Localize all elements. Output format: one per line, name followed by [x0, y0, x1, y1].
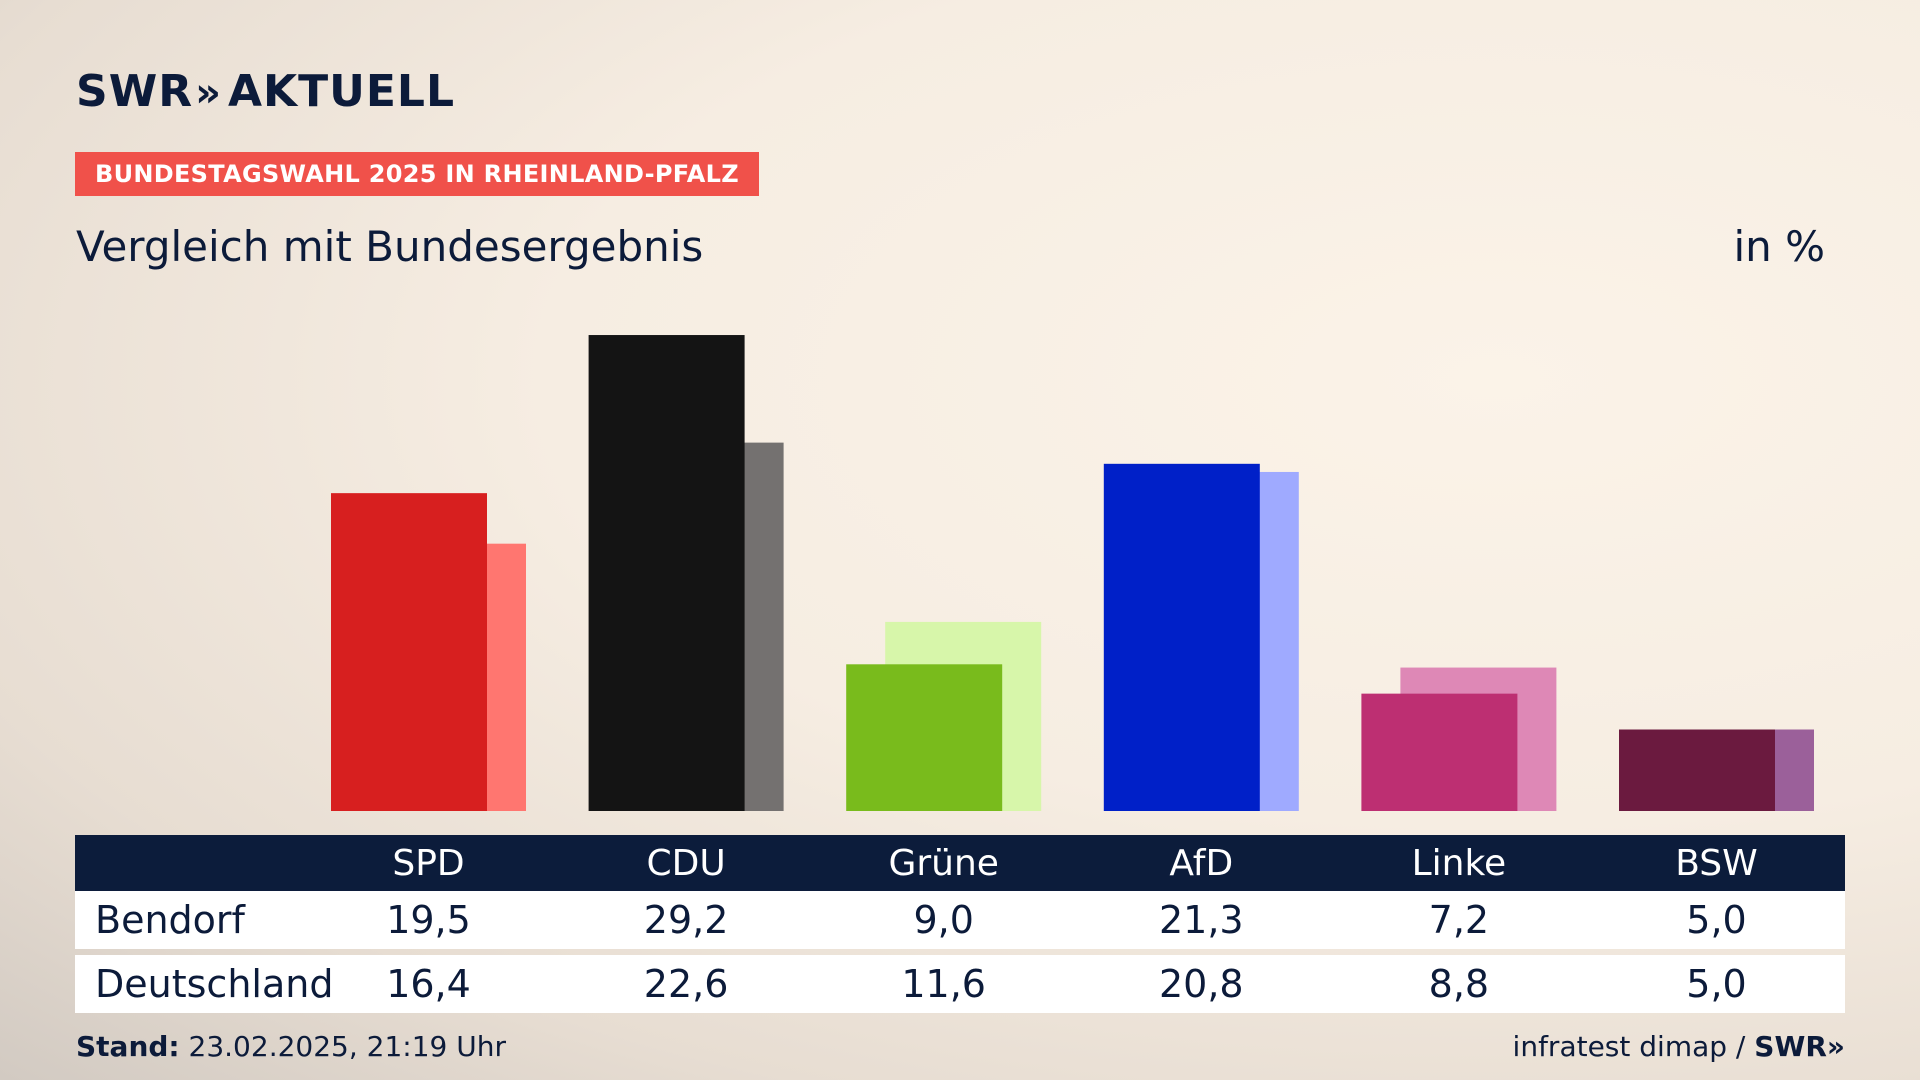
row-label: Deutschland: [95, 962, 334, 1006]
stand-label: Stand:: [76, 1030, 180, 1063]
logo-text: SWR: [76, 66, 194, 117]
value-bendorf-bsw: 5,0: [1686, 898, 1747, 942]
column-header-spd: SPD: [392, 842, 465, 884]
timestamp: Stand: 23.02.2025, 21:19 Uhr: [76, 1030, 506, 1063]
swr-aktuell-logo: SWR» AKTUELL: [76, 66, 455, 117]
chevron-right-icon: »: [1826, 1030, 1845, 1063]
column-header-afd: AfD: [1169, 842, 1234, 884]
value-deutschland-cdu: 22,6: [643, 962, 729, 1006]
unit-label: in %: [1733, 222, 1825, 271]
value-bendorf-afd: 21,3: [1158, 898, 1244, 942]
bar-bendorf-afd: [1103, 463, 1260, 811]
bar-chart: [331, 335, 1814, 811]
results-table: SPD CDU Grüne AfD Linke BSW Bendorf 19,5 29,2 9…: [75, 835, 1845, 1013]
table-row: Bendorf 19,5 29,2 9,0 21,3 7,2 5,0: [75, 891, 1845, 949]
bar-bendorf-cdu: [588, 335, 745, 811]
column-header-gruene: Grüne: [888, 842, 999, 884]
bar-bendorf-linke: [1361, 693, 1518, 811]
bar-bendorf-bsw: [1619, 729, 1775, 811]
source-credit: infratest dimap / SWR»: [1513, 1030, 1845, 1063]
table-row: Deutschland 16,4 22,6 11,6 20,8 8,8 5,0: [75, 955, 1845, 1013]
value-deutschland-linke: 8,8: [1428, 962, 1490, 1006]
stand-value: 23.02.2025, 21:19 Uhr: [188, 1030, 506, 1063]
brand-text: SWR: [1754, 1030, 1827, 1063]
brand-logo: SWR»: [1754, 1030, 1845, 1063]
row-label: Bendorf: [95, 898, 245, 942]
bar-bendorf-gruene: [846, 664, 1003, 811]
chart-subtitle: Vergleich mit Bundesergebnis: [76, 222, 704, 271]
logo-suffix: AKTUELL: [227, 66, 455, 117]
column-header-cdu: CDU: [646, 842, 726, 884]
value-deutschland-gruene: 11,6: [901, 962, 986, 1006]
value-bendorf-gruene: 9,0: [913, 898, 974, 942]
value-deutschland-bsw: 5,0: [1686, 962, 1747, 1006]
value-bendorf-linke: 7,2: [1428, 898, 1490, 942]
election-tag: BUNDESTAGSWAHL 2025 IN RHEINLAND-PFALZ: [75, 152, 759, 196]
value-bendorf-cdu: 29,2: [643, 898, 729, 942]
bar-bendorf-spd: [331, 493, 487, 811]
chevron-right-icon: »: [195, 70, 222, 116]
column-header-linke: Linke: [1411, 842, 1507, 884]
source-text: infratest dimap /: [1512, 1030, 1746, 1063]
column-header-bsw: BSW: [1675, 842, 1758, 884]
table-header: SPD CDU Grüne AfD Linke BSW: [75, 835, 1845, 891]
value-deutschland-spd: 16,4: [386, 962, 471, 1006]
value-deutschland-afd: 20,8: [1158, 962, 1244, 1006]
value-bendorf-spd: 19,5: [386, 898, 471, 942]
